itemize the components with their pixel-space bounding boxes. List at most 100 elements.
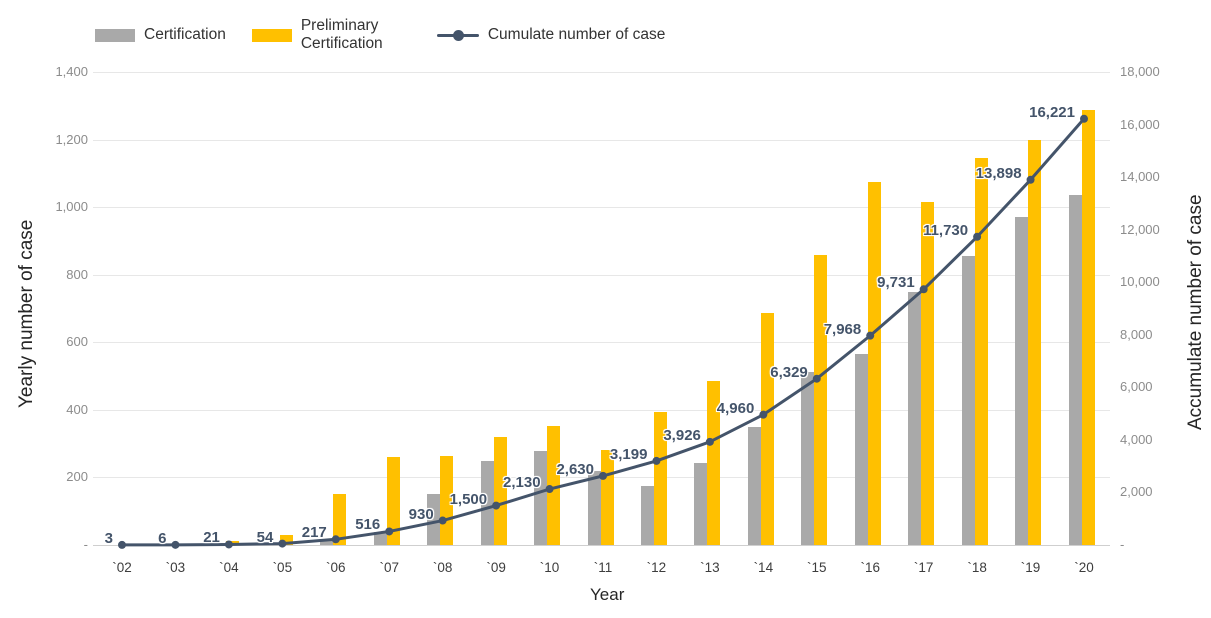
bar-preliminary-18: [974, 158, 988, 545]
right-axis-tick: 2,000: [1120, 484, 1153, 500]
x-axis-year-label: `12: [646, 560, 667, 575]
x-axis-year-label: `19: [1020, 560, 1041, 575]
left-axis-tick: 1,400: [55, 64, 88, 79]
bar-preliminary-19: [1028, 140, 1042, 545]
legend-item-cumulate[interactable]: Cumulate number of case: [436, 26, 666, 44]
cumulate-value-label: 3,926: [663, 426, 701, 444]
bar-certification-19: [1015, 217, 1029, 545]
cumulate-value-label: 11,730: [923, 221, 969, 239]
cumulate-point-13: [705, 437, 714, 446]
cumulate-value-label: 21: [203, 529, 220, 547]
bar-preliminary-20: [1081, 110, 1095, 545]
cumulate-point-06: [331, 535, 340, 544]
bar-certification-08: [427, 493, 441, 545]
cumulate-value-label: 1,500: [449, 490, 488, 508]
legend-item-preliminary-certification[interactable]: Preliminary Certification: [251, 17, 411, 53]
bar-preliminary-12: [653, 412, 667, 545]
bar-certification-11: [587, 471, 601, 545]
x-axis-year-label: `15: [807, 560, 827, 575]
x-axis-year-label: `09: [486, 560, 506, 575]
gridline: [93, 207, 1110, 209]
cumulate-value-label: 7,968: [823, 320, 862, 338]
right-axis-tick: 10,000: [1120, 274, 1160, 290]
preliminary-certification-swatch-icon: [251, 28, 292, 42]
left-axis-tick: 400: [66, 401, 88, 417]
bar-certification-15: [801, 372, 815, 545]
cumulate-point-04: [224, 540, 233, 549]
cumulate-value-label: 3,199: [609, 445, 648, 463]
bar-preliminary-04: [226, 540, 240, 545]
cumulate-value-label: 13,898: [975, 164, 1022, 182]
cumulate-point-02: [118, 540, 126, 549]
left-axis-tick: -: [83, 537, 88, 552]
left-axis-tick: 1,200: [55, 131, 88, 147]
right-axis-tick: 4,000: [1120, 431, 1153, 447]
x-axis-year-label: `16: [860, 560, 880, 575]
bar-preliminary-13: [707, 381, 721, 545]
gridline: [93, 274, 1110, 276]
x-axis-year-label: `11: [593, 560, 613, 575]
cumulate-point-15: [812, 374, 821, 383]
cumulate-point-18: [973, 232, 982, 241]
bar-preliminary-10: [547, 425, 561, 545]
cumulate-point-08: [438, 516, 447, 525]
bar-preliminary-16: [867, 182, 881, 545]
cumulate-point-16: [866, 331, 875, 340]
bar-certification-20: [1068, 194, 1082, 545]
right-axis-tick: 8,000: [1120, 326, 1153, 342]
legend-preliminary-label: Preliminary Certification: [300, 17, 383, 52]
left-axis-tick: 1,000: [55, 199, 88, 215]
cumulate-value-label: 2,130: [503, 474, 541, 492]
left-axis-tick: 800: [66, 266, 88, 282]
cumulate-point-17: [919, 285, 928, 294]
cumulate-point-11: [599, 471, 607, 480]
cumulate-point-14: [759, 410, 768, 419]
bar-preliminary-15: [814, 255, 828, 545]
cumulate-value-label: 6,329: [770, 363, 808, 381]
legend: Certification Preliminary Certification …: [95, 10, 665, 60]
right-axis-tick: 16,000: [1120, 116, 1160, 132]
cumulate-point-05: [278, 539, 287, 548]
cumulate-value-label: 3: [104, 529, 113, 547]
cumulate-point-19: [1026, 175, 1035, 184]
x-axis-title: Year: [590, 585, 625, 604]
x-axis-baseline: [93, 545, 1110, 546]
cumulate-value-label: 516: [355, 516, 381, 534]
x-axis-year-label: `08: [432, 560, 453, 575]
cumulate-point-12: [652, 456, 661, 465]
bar-certification-13: [694, 463, 708, 545]
cumulate-value-label: 54: [256, 528, 274, 546]
legend-item-certification[interactable]: Certification: [95, 26, 226, 44]
left-axis-tick: 200: [66, 469, 88, 485]
bar-certification-06: [320, 540, 334, 545]
bar-certification-18: [961, 256, 975, 545]
right-axis-tick: 14,000: [1120, 169, 1160, 185]
bar-preliminary-09: [493, 436, 507, 545]
cumulate-line-path: [121, 117, 1086, 547]
cumulate-value-label: 2,630: [556, 460, 594, 478]
right-axis-tick: -: [1120, 537, 1125, 552]
legend-certification-label: Certification: [144, 26, 226, 43]
cumulate-value-label: 16,221: [1029, 103, 1075, 121]
bar-preliminary-05: [279, 534, 293, 545]
x-axis-year-label: `20: [1074, 560, 1094, 575]
cumulate-value-label: 9,731: [877, 274, 915, 292]
bar-preliminary-14: [760, 313, 774, 545]
x-axis-year-label: `07: [379, 560, 399, 575]
x-axis-year-label: `04: [219, 560, 239, 575]
certification-swatch-icon: [95, 28, 135, 42]
bar-certification-12: [640, 485, 654, 545]
bar-certification-16: [854, 354, 868, 545]
left-axis-tick: 600: [66, 334, 88, 350]
cumulate-point-10: [545, 485, 554, 494]
x-axis-year-label: `18: [967, 560, 987, 575]
legend-cumulate-label: Cumulate number of case: [487, 26, 666, 43]
x-axis-year-label: `17: [913, 560, 934, 575]
x-axis-year-label: `13: [700, 560, 720, 575]
x-axis-year-label: `10: [539, 560, 560, 575]
cumulate-point-20: [1080, 114, 1088, 123]
bar-preliminary-06: [333, 493, 347, 545]
x-axis-year-label: `03: [165, 560, 186, 575]
cumulate-point-09: [492, 501, 501, 510]
